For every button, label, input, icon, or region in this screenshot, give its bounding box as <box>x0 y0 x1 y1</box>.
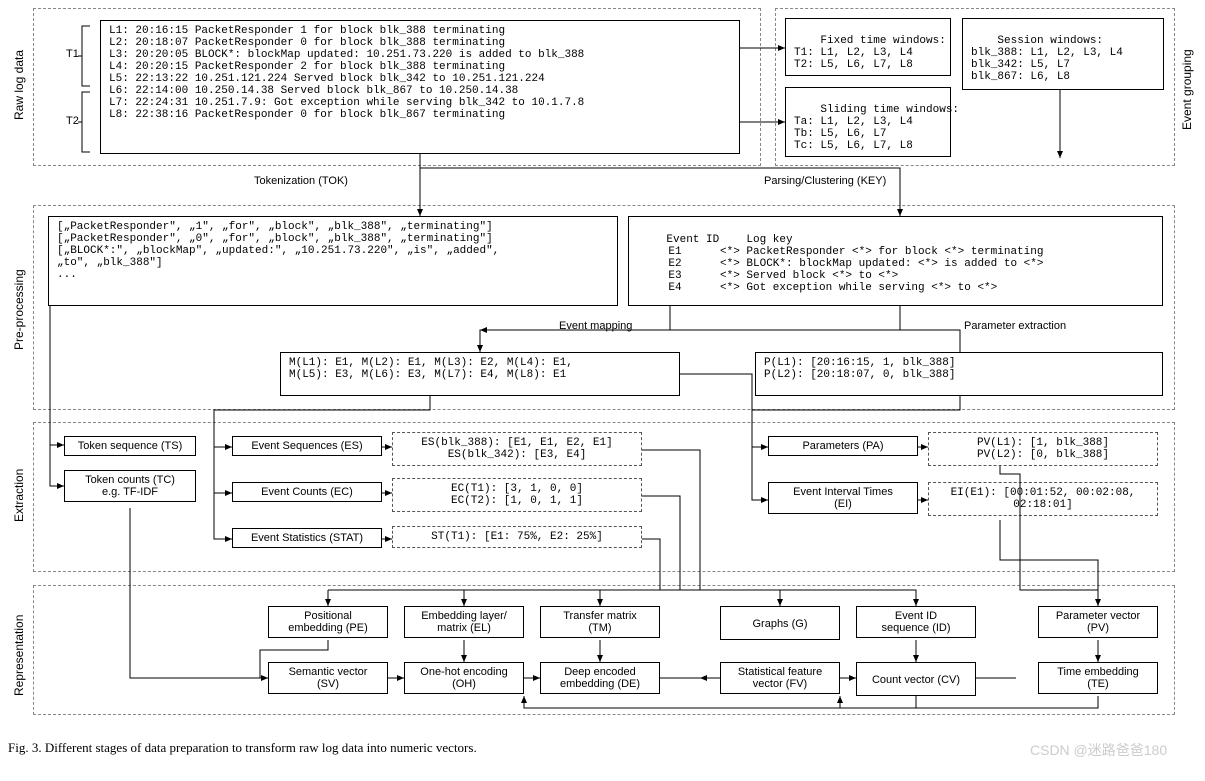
pe-box: Positional embedding (PE) <box>268 606 388 638</box>
fixed-body: T1: L1, L2, L3, L4 T2: L5, L6, L7, L8 <box>794 47 913 71</box>
sv-box: Semantic vector (SV) <box>268 662 388 694</box>
sliding-title: Sliding time windows: <box>820 104 959 116</box>
evmap-label: Event mapping <box>555 320 636 332</box>
stage-grouping-label: Event grouping <box>1180 40 1194 140</box>
session-windows: Session windows:blk_388: L1, L2, L3, L4 … <box>962 18 1164 90</box>
eventids: E1 E2 E3 E4 <box>668 246 681 294</box>
logkey-hdr: Log key <box>746 234 792 246</box>
ts-box: Token sequence (TS) <box>64 436 196 456</box>
stage-extraction-label: Extraction <box>12 460 26 530</box>
params-box: P(L1): [20:16:15, 1, blk_388] P(L2): [20… <box>755 352 1163 396</box>
ec-box: Event Counts (EC) <box>232 482 382 502</box>
t2-label: T2 <box>62 115 83 127</box>
cv-box: Count vector (CV) <box>856 662 976 696</box>
stat-val: ST(T1): [E1: 75%, E2: 25%] <box>392 526 642 548</box>
tok-label: Tokenization (TOK) <box>250 175 352 187</box>
stage-repr-label: Representation <box>12 600 26 710</box>
es-box: Event Sequences (ES) <box>232 436 382 456</box>
stat-box: Event Statistics (STAT) <box>232 528 382 548</box>
raw-log-box: L1: 20:16:15 PacketResponder 1 for block… <box>100 20 740 154</box>
logkeys: <*> PacketResponder <*> for block <*> te… <box>720 246 1043 294</box>
key-label: Parsing/Clustering (KEY) <box>760 175 890 187</box>
mapping-box: M(L1): E1, M(L2): E1, M(L3): E2, M(L4): … <box>280 352 680 396</box>
diagram-container: Raw log data L1: 20:16:15 PacketResponde… <box>0 0 1205 781</box>
es-val: ES(blk_388): [E1, E1, E2, E1] ES(blk_342… <box>392 432 642 466</box>
stage-raw-label: Raw log data <box>12 40 26 130</box>
te-box: Time embedding (TE) <box>1038 662 1158 694</box>
pa-val: PV(L1): [1, blk_388] PV(L2): [0, blk_388… <box>928 432 1158 466</box>
el-box: Embedding layer/ matrix (EL) <box>404 606 524 638</box>
de-box: Deep encoded embedding (DE) <box>540 662 660 694</box>
pa-box: Parameters (PA) <box>768 436 918 456</box>
watermark: CSDN @迷路爸爸180 <box>1030 740 1167 760</box>
sliding-body: Ta: L1, L2, L3, L4 Tb: L5, L6, L7 Tc: L5… <box>794 116 913 152</box>
stage-repr <box>33 585 1175 715</box>
fixed-title: Fixed time windows: <box>820 35 945 47</box>
tc-box: Token counts (TC) e.g. TF-IDF <box>64 470 196 502</box>
oh-box: One-hot encoding (OH) <box>404 662 524 694</box>
ei-box: Event Interval Times (EI) <box>768 482 918 514</box>
session-body: blk_388: L1, L2, L3, L4 blk_342: L5, L7 … <box>971 47 1123 83</box>
sliding-windows: Sliding time windows:Ta: L1, L2, L3, L4 … <box>785 87 951 157</box>
t1-label: T1 <box>62 48 83 60</box>
ei-val: EI(E1): [00:01:52, 00:02:08, 02:18:01] <box>928 482 1158 516</box>
g-box: Graphs (G) <box>720 606 840 640</box>
session-title: Session windows: <box>997 35 1103 47</box>
logkey-col: Log key<*> PacketResponder <*> for block… <box>720 222 1043 306</box>
figure-caption: Fig. 3. Different stages of data prepara… <box>8 740 477 756</box>
stage-preproc-label: Pre-processing <box>12 260 26 360</box>
tokens-box: [„PacketResponder", „1", „for", „block",… <box>48 216 618 306</box>
pv-box: Parameter vector (PV) <box>1038 606 1158 638</box>
eventid-col: Event IDE1 E2 E3 E4 <box>640 222 710 306</box>
fixed-windows: Fixed time windows:T1: L1, L2, L3, L4 T2… <box>785 18 951 76</box>
fv-box: Statistical feature vector (FV) <box>720 662 840 694</box>
parex-label: Parameter extraction <box>960 320 1070 332</box>
tm-box: Transfer matrix (TM) <box>540 606 660 638</box>
id-box: Event ID sequence (ID) <box>856 606 976 638</box>
ec-val: EC(T1): [3, 1, 0, 0] EC(T2): [1, 0, 1, 1… <box>392 478 642 512</box>
eventid-hdr: Event ID <box>666 234 719 246</box>
